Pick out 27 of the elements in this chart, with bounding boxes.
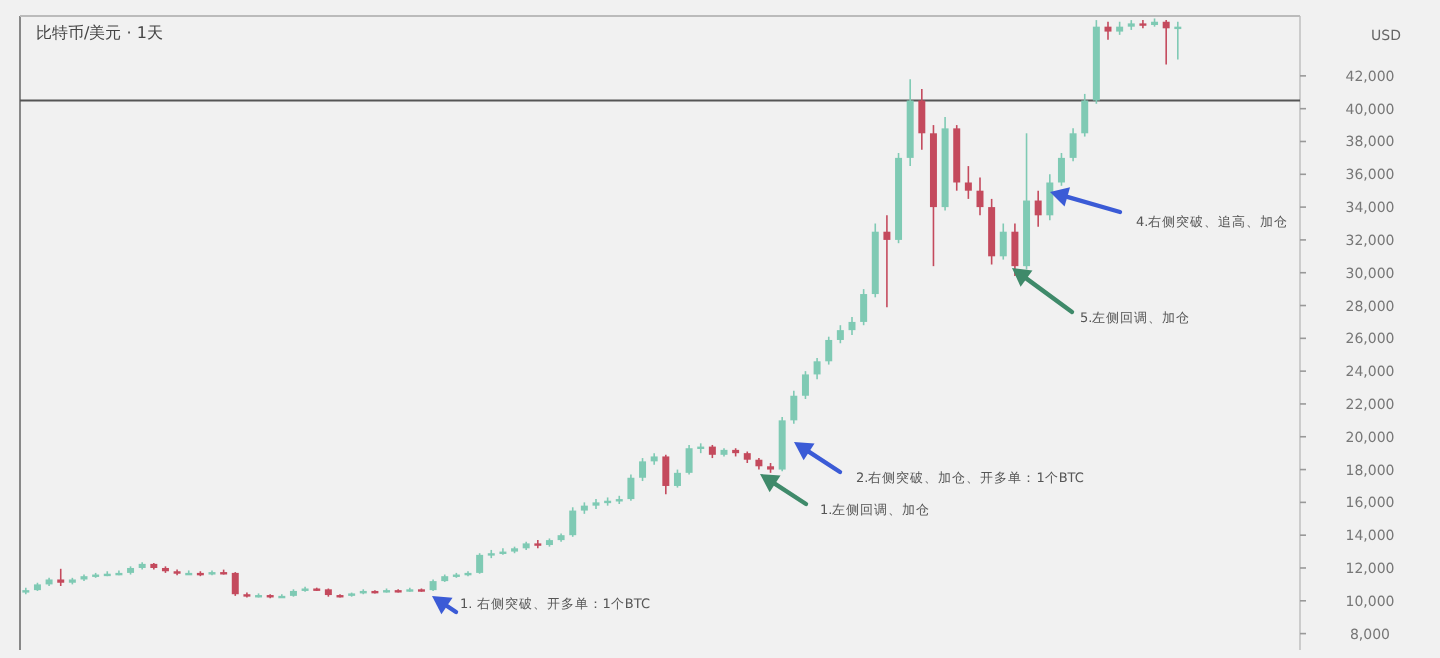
candlestick xyxy=(1034,189,1042,228)
candlestick xyxy=(1081,93,1089,138)
candlestick xyxy=(1162,19,1170,66)
candlestick xyxy=(964,165,972,200)
candlestick xyxy=(883,214,891,308)
candlestick xyxy=(813,357,821,381)
candlestick xyxy=(57,568,65,587)
candlestick xyxy=(476,552,484,575)
candlestick xyxy=(685,444,693,476)
candlestick xyxy=(639,457,647,482)
candlestick xyxy=(673,468,681,489)
candlestick xyxy=(801,370,809,400)
candlestick xyxy=(836,324,844,345)
candlestick xyxy=(790,390,798,425)
text: 比特币/美元 · 1天 xyxy=(36,24,163,42)
candlestick xyxy=(1046,173,1054,222)
candlestick xyxy=(627,473,635,502)
candlestick xyxy=(860,288,868,327)
candlestick xyxy=(825,335,833,366)
candlestick xyxy=(999,222,1007,261)
candlestick xyxy=(1057,152,1065,187)
candlestick xyxy=(1069,127,1077,162)
candlestick xyxy=(662,454,670,495)
candlestick xyxy=(231,571,239,597)
candlestick xyxy=(918,88,926,151)
candlestick xyxy=(1011,222,1019,277)
candlestick xyxy=(569,506,577,538)
